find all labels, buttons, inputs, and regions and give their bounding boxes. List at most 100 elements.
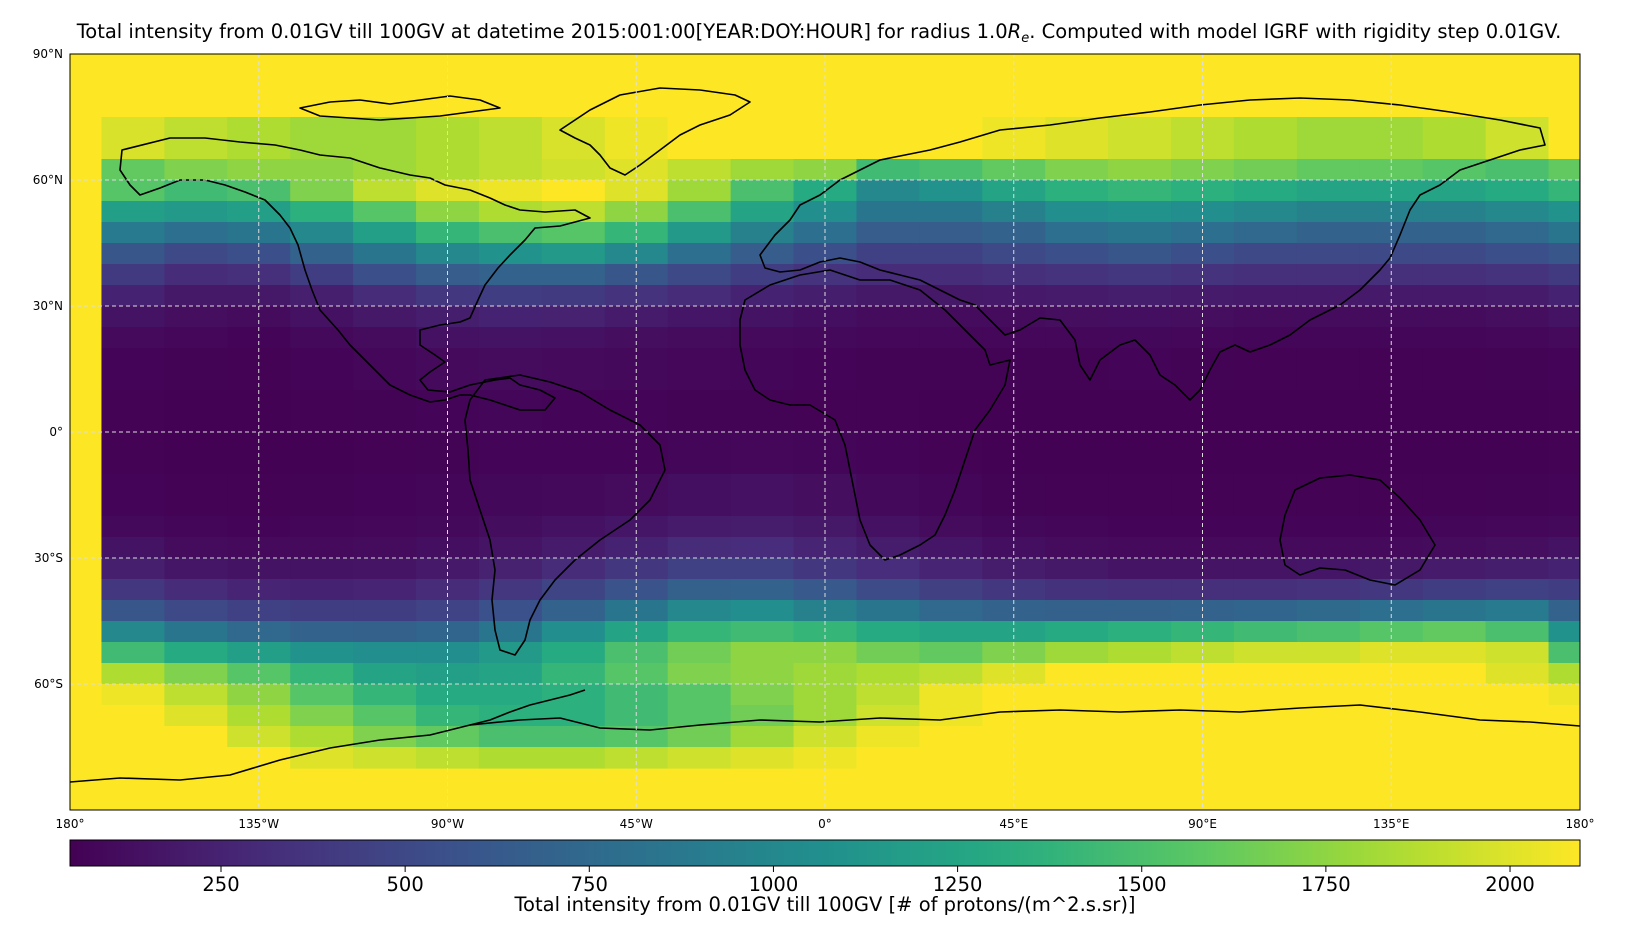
heatmap-cell [290, 474, 354, 517]
heatmap-cell [290, 243, 354, 265]
heatmap-cell [1422, 600, 1487, 622]
heatmap-cell [1548, 306, 1580, 328]
heatmap-cell [1233, 306, 1298, 328]
heatmap-cell [730, 663, 795, 685]
heatmap-cell [290, 537, 354, 559]
heatmap-cell [1233, 747, 1298, 769]
heatmap-cell [1108, 201, 1172, 223]
heatmap-cell [70, 201, 103, 223]
heatmap-cell [164, 642, 228, 664]
heatmap-cell [1108, 579, 1172, 601]
heatmap-cell [164, 726, 228, 748]
heatmap-cell [1045, 306, 1109, 328]
heatmap-cell [856, 537, 920, 559]
heatmap-cell [164, 390, 228, 433]
heatmap-cell [70, 642, 103, 664]
x-tick-label: 180° [56, 817, 85, 831]
coastline-australia [1279, 474, 1436, 586]
heatmap-cell [478, 327, 543, 349]
coastline-africa [739, 269, 1011, 561]
heatmap-cell [290, 600, 354, 622]
heatmap-cell [1045, 222, 1109, 244]
coastline-greenland [559, 87, 751, 176]
heatmap-cell [541, 600, 606, 622]
heatmap-cell [856, 180, 920, 202]
heatmap-cell [1548, 327, 1580, 349]
heatmap-cell [1108, 222, 1172, 244]
heatmap-cell [70, 159, 103, 181]
heatmap-cell [1548, 684, 1580, 706]
coastline-antarctic-peninsula [469, 689, 586, 726]
heatmap-cell [541, 327, 606, 349]
heatmap-cell [541, 642, 606, 664]
x-tick-label: 45°W [620, 817, 653, 831]
heatmap-cell [1485, 516, 1550, 538]
heatmap-cell [1233, 243, 1298, 265]
heatmap-cell [1296, 684, 1361, 706]
x-tick-label: 45°E [999, 817, 1028, 831]
heatmap-cell [1045, 684, 1109, 706]
y-tick-label: 30°S [34, 551, 63, 565]
heatmap-cell [164, 285, 228, 307]
coastlines [70, 87, 1580, 783]
heatmap-cell [478, 726, 543, 748]
heatmap-cell [1045, 159, 1109, 181]
heatmap-cell [1045, 390, 1109, 433]
heatmap-cell [70, 306, 103, 328]
heatmap-cell [478, 117, 543, 160]
heatmap-cell [1548, 159, 1580, 181]
heatmap-cell [478, 222, 543, 244]
heatmap-cell [290, 432, 354, 475]
heatmap-cell [856, 243, 920, 265]
x-tick-label: 135°W [238, 817, 279, 831]
heatmap-cell [1422, 747, 1487, 769]
heatmap-cell [541, 222, 606, 244]
heatmap-cell [1296, 159, 1361, 181]
heatmap-cell [290, 159, 354, 181]
heatmap-cell [667, 117, 732, 160]
heatmap-cell [353, 621, 417, 643]
heatmap-cell [1548, 201, 1580, 223]
heatmap-cell [164, 474, 228, 517]
heatmap-cell [164, 180, 228, 202]
heatmap-cell [919, 159, 983, 181]
heatmap-cell [164, 705, 228, 727]
heatmap-cell [353, 684, 417, 706]
heatmap-cell [353, 306, 417, 328]
heatmap-cell [1548, 243, 1580, 265]
heatmap-cell [856, 747, 920, 769]
heatmap-cell [101, 201, 165, 223]
heatmap-cell [101, 222, 165, 244]
heatmap-cell [353, 201, 417, 223]
heatmap-cell [478, 579, 543, 601]
heatmap-cell [1233, 180, 1298, 202]
heatmap-cell [164, 327, 228, 349]
heatmap-cell [730, 642, 795, 664]
heatmap-cell [1045, 264, 1109, 286]
heatmap-cell [1422, 306, 1487, 328]
heatmap-cell [730, 180, 795, 202]
heatmap-cell [541, 558, 606, 580]
heatmap-cell [164, 663, 228, 685]
heatmap-cell [1485, 621, 1550, 643]
heatmap-cell [730, 684, 795, 706]
colorbar-tick-label: 750 [571, 873, 608, 896]
heatmap-cell [856, 306, 920, 328]
chart-title-suffix: . Computed with model IGRF with rigidity… [1029, 20, 1561, 43]
heatmap-cell [478, 390, 543, 433]
heatmap-cell [856, 159, 920, 181]
heatmap-cell [70, 558, 103, 580]
colorbar-tick-label: 1250 [933, 873, 983, 896]
heatmap-cell [856, 684, 920, 706]
heatmap-cell [478, 159, 543, 181]
heatmap-cell [164, 579, 228, 601]
heatmap-cell [1548, 348, 1580, 391]
map-plot-area [70, 54, 1580, 810]
heatmap-cell [1296, 579, 1361, 601]
heatmap-cell [667, 747, 732, 769]
heatmap-cell [290, 579, 354, 601]
heatmap-cell [101, 159, 165, 181]
heatmap-cell [730, 348, 795, 391]
heatmap-cell [164, 747, 228, 769]
heatmap-cell [70, 726, 103, 748]
